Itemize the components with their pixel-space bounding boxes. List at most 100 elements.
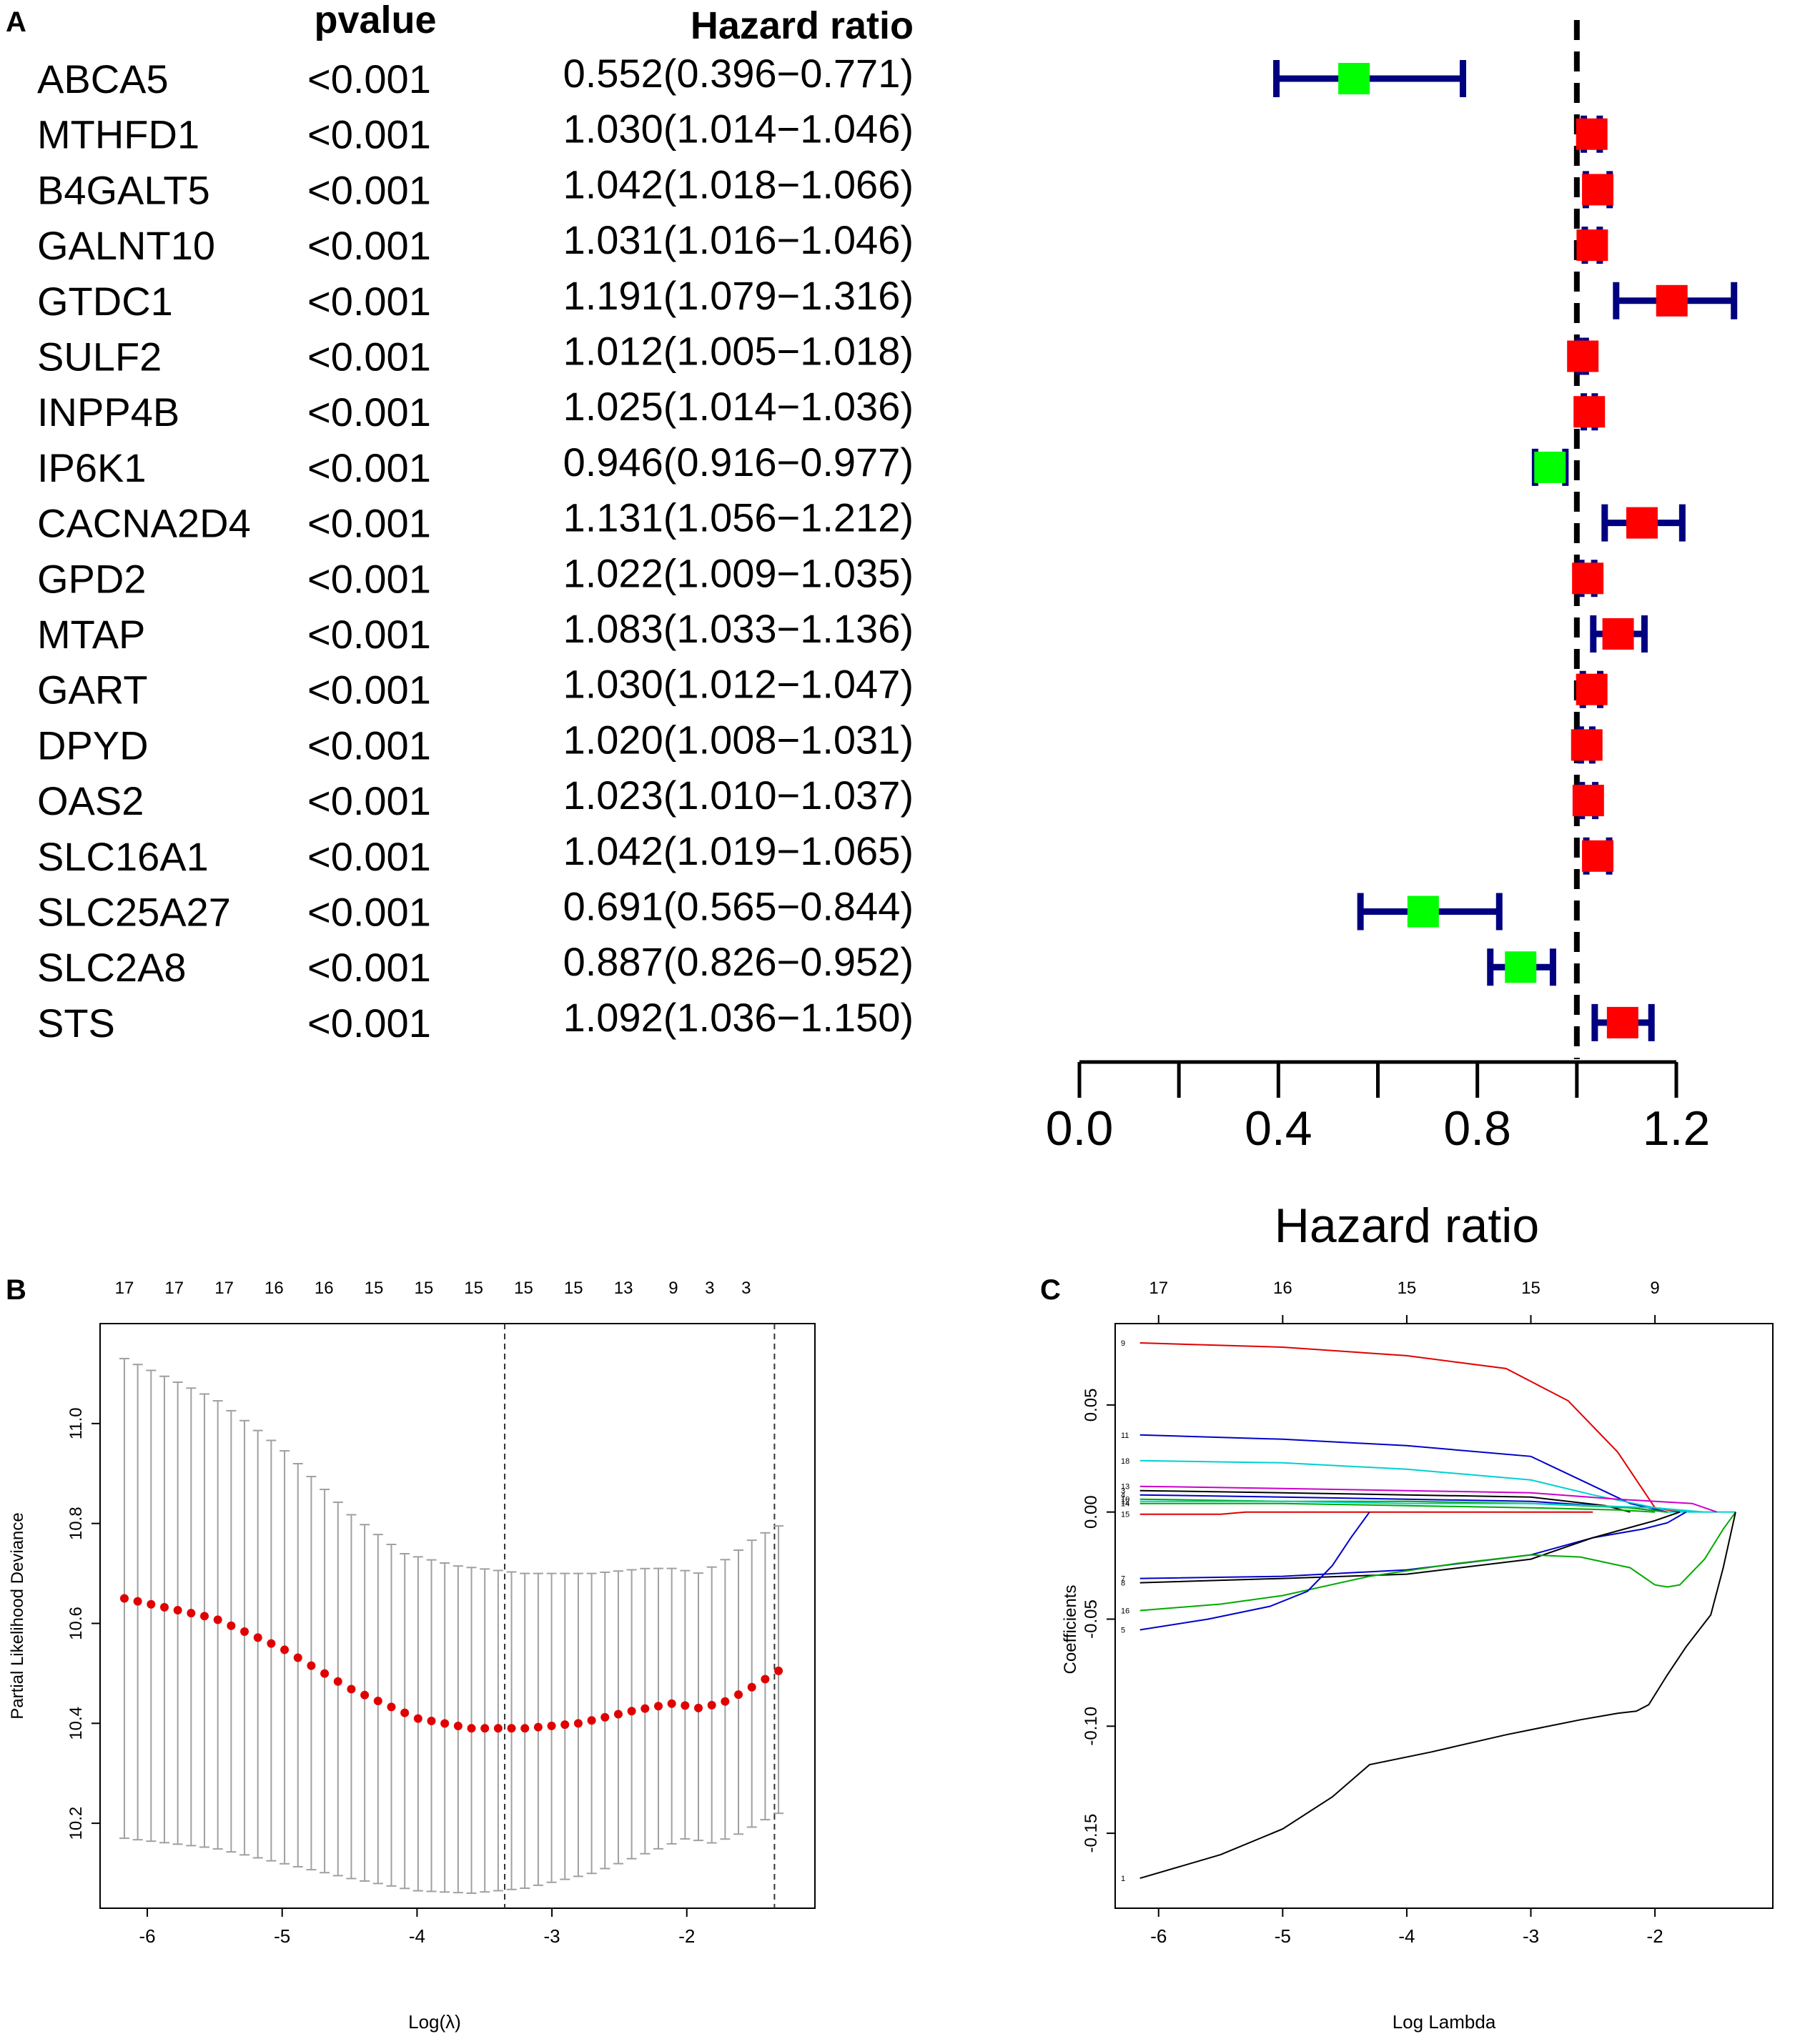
hazard-ratio-value: 1.023(1.010−1.037) bbox=[563, 773, 914, 818]
coef-path-line bbox=[1139, 1342, 1680, 1513]
pvalue-value: <0.001 bbox=[307, 167, 431, 212]
coef-path-label: 15 bbox=[1121, 1511, 1129, 1519]
coef-x-tick-label: -5 bbox=[1275, 1925, 1291, 1947]
pvalue-value: <0.001 bbox=[307, 612, 431, 657]
gene-label: SLC16A1 bbox=[37, 834, 209, 879]
coef-path-line bbox=[1139, 1512, 1736, 1880]
cv-top-count-label: 17 bbox=[214, 1279, 234, 1298]
cv-deviance-point bbox=[253, 1633, 262, 1642]
gene-label: SLC25A27 bbox=[37, 890, 231, 935]
gene-label: INPP4B bbox=[37, 390, 179, 435]
cv-y-tick-label: 10.4 bbox=[66, 1707, 86, 1740]
cv-top-count-label: 13 bbox=[614, 1279, 633, 1298]
hazard-ratio-marker bbox=[1505, 951, 1537, 983]
cv-deviance-point bbox=[387, 1702, 396, 1712]
cv-deviance-point bbox=[721, 1697, 730, 1706]
cv-deviance-point bbox=[493, 1724, 503, 1733]
gene-label: CACNA2D4 bbox=[37, 501, 251, 546]
hazard-ratio-value: 1.042(1.019−1.065) bbox=[563, 828, 914, 873]
hazard-ratio-value: 1.012(1.005−1.018) bbox=[563, 329, 914, 374]
pvalue-value: <0.001 bbox=[307, 112, 431, 157]
pvalue-value: <0.001 bbox=[307, 501, 431, 546]
cv-deviance-point bbox=[653, 1702, 663, 1711]
gene-label: ABCA5 bbox=[37, 56, 169, 101]
forest-plot-area: 0.0 0.4 0.8 1.2 bbox=[1046, 20, 1738, 1156]
gene-label: SLC2A8 bbox=[37, 945, 187, 990]
pvalue-value: <0.001 bbox=[307, 279, 431, 324]
hazard-ratio-value: 1.031(1.016−1.046) bbox=[563, 217, 914, 262]
pvalue-value: <0.001 bbox=[307, 834, 431, 879]
panel-label-b: B bbox=[6, 1274, 26, 1306]
cv-deviance-point bbox=[734, 1690, 743, 1700]
coef-path-label: 7 bbox=[1121, 1575, 1125, 1584]
cv-y-axis-title: Partial Likelihood Deviance bbox=[8, 1512, 27, 1720]
coef-top-count-label: 16 bbox=[1273, 1279, 1292, 1298]
gene-label: STS bbox=[37, 1001, 115, 1046]
coef-path-line bbox=[1139, 1511, 1686, 1579]
cv-deviance-point bbox=[453, 1721, 463, 1730]
hazard-ratio-value: 1.030(1.014−1.046) bbox=[563, 106, 914, 152]
gene-label: GTDC1 bbox=[37, 279, 173, 324]
cv-deviance-point bbox=[240, 1627, 249, 1637]
coef-y-axis-title: Coefficients bbox=[1061, 1585, 1080, 1675]
cv-deviance-point bbox=[293, 1653, 302, 1662]
cv-deviance-point bbox=[119, 1594, 129, 1603]
coef-path-label: 13 bbox=[1121, 1483, 1129, 1492]
coef-y-tick-label: 0.05 bbox=[1082, 1389, 1101, 1422]
coef-path-line bbox=[1139, 1502, 1656, 1513]
cv-deviance-point bbox=[667, 1699, 676, 1708]
cv-deviance-point bbox=[440, 1719, 450, 1728]
pvalue-value: <0.001 bbox=[307, 556, 431, 601]
cv-deviance-point bbox=[173, 1606, 182, 1615]
gene-label: MTAP bbox=[37, 612, 145, 657]
pvalue-value: <0.001 bbox=[307, 778, 431, 823]
cv-x-tick-label: -4 bbox=[409, 1925, 425, 1947]
coef-top-count-label: 9 bbox=[1650, 1279, 1659, 1298]
gene-label: GART bbox=[37, 668, 148, 713]
cv-x-tick-label: -3 bbox=[544, 1925, 560, 1947]
coef-x-tick-label: -2 bbox=[1647, 1925, 1663, 1947]
cv-deviance-point bbox=[280, 1645, 290, 1654]
coef-x-tick-label: -3 bbox=[1523, 1925, 1539, 1947]
cv-deviance-point bbox=[467, 1724, 476, 1733]
gene-label: OAS2 bbox=[37, 778, 144, 823]
cv-deviance-point bbox=[187, 1609, 196, 1618]
cv-deviance-point bbox=[681, 1701, 690, 1710]
cv-deviance-point bbox=[480, 1724, 490, 1733]
hazard-ratio-marker bbox=[1534, 451, 1566, 483]
cv-deviance-point bbox=[761, 1675, 770, 1684]
coef-path-label: 9 bbox=[1121, 1339, 1125, 1348]
hazard-ratio-marker bbox=[1626, 507, 1658, 539]
gene-label: DPYD bbox=[37, 723, 149, 768]
coef-path-line bbox=[1139, 1485, 1718, 1513]
coef-path-line bbox=[1139, 1511, 1593, 1515]
cv-y-tick-label: 10.6 bbox=[66, 1607, 86, 1640]
cv-deviance-point bbox=[360, 1690, 370, 1700]
cv-top-count-label: 3 bbox=[741, 1279, 751, 1298]
hazard-ratio-value: 1.022(1.009−1.035) bbox=[563, 550, 914, 595]
coef-path-line bbox=[1139, 1500, 1705, 1513]
panel-label-c: C bbox=[1040, 1274, 1061, 1306]
hazard-ratio-value: 1.191(1.079−1.316) bbox=[563, 273, 914, 318]
gene-label: SULF2 bbox=[37, 334, 162, 379]
coef-path-label: 11 bbox=[1121, 1432, 1129, 1440]
cv-y-tick-label: 10.8 bbox=[66, 1507, 86, 1540]
cv-deviance-point bbox=[373, 1697, 382, 1706]
coef-path-label: 4 bbox=[1121, 1492, 1125, 1500]
hazard-ratio-marker bbox=[1602, 618, 1634, 650]
cv-deviance-point bbox=[587, 1716, 596, 1725]
hazard-ratio-column-header: Hazard ratio bbox=[691, 4, 914, 47]
cv-deviance-point bbox=[641, 1704, 650, 1713]
coef-path-line bbox=[1139, 1511, 1681, 1584]
hazard-ratio-marker bbox=[1582, 174, 1614, 206]
coef-plot-frame bbox=[1114, 1323, 1774, 1909]
cv-top-count-label: 15 bbox=[464, 1279, 483, 1298]
cv-deviance-point bbox=[694, 1703, 703, 1712]
pvalue-column-header: pvalue bbox=[314, 0, 436, 41]
coef-path-line bbox=[1139, 1512, 1370, 1631]
